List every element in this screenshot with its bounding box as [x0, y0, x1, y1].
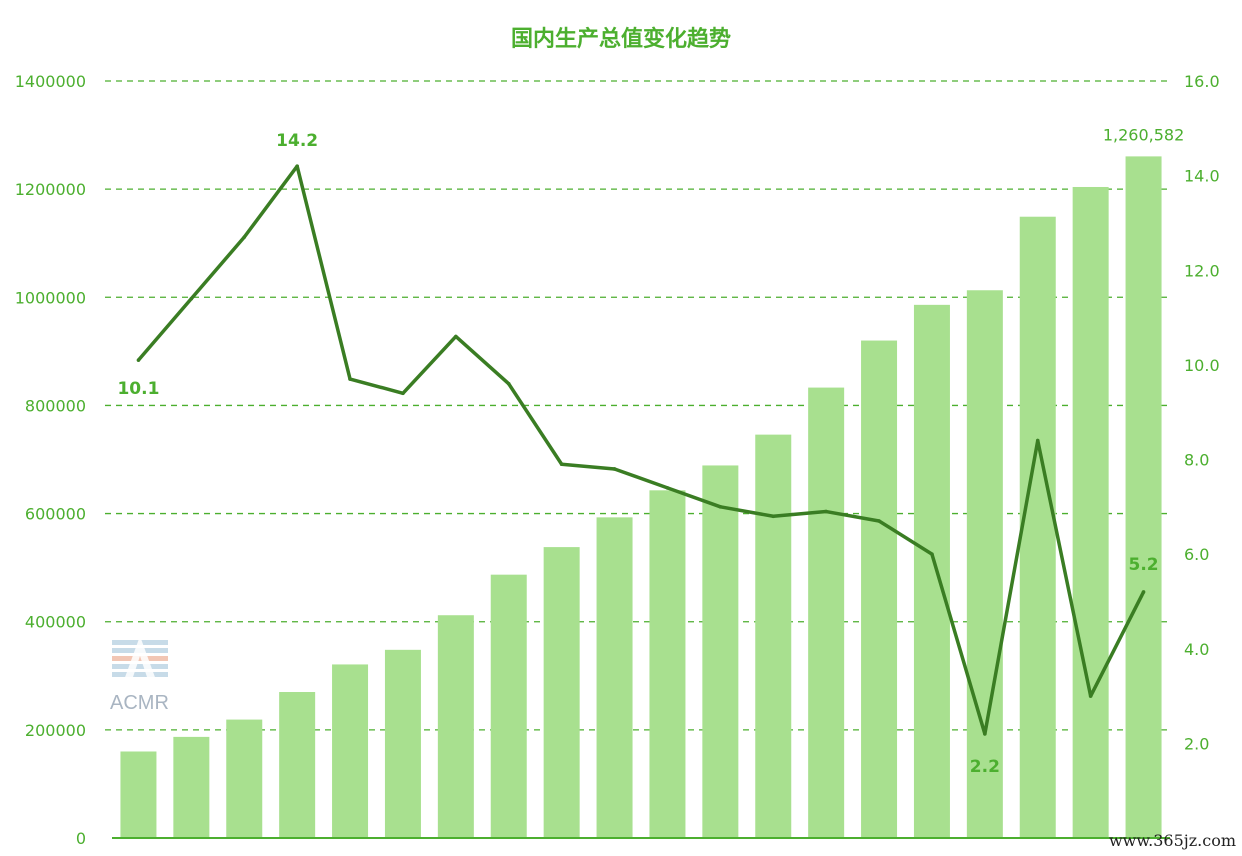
line-point	[242, 235, 247, 239]
data-label: 1,260,582	[1103, 125, 1184, 144]
right-tick-label: 10.0	[1184, 356, 1220, 375]
bar	[966, 290, 1003, 838]
data-label: 5.2	[1128, 555, 1158, 575]
watermark-text: ACMR	[110, 692, 169, 714]
bar	[649, 490, 686, 838]
bar	[1072, 186, 1109, 839]
right-tick-label: 8.0	[1184, 451, 1209, 470]
bar-series	[120, 156, 1162, 839]
right-tick-label: 2.0	[1184, 734, 1209, 753]
bar	[120, 751, 157, 838]
bar	[702, 465, 739, 838]
line-point	[454, 334, 458, 339]
line-point	[559, 462, 564, 467]
line-point	[189, 296, 194, 301]
line-point	[665, 486, 670, 490]
line-point	[771, 514, 776, 519]
grid-lines	[105, 80, 1170, 731]
left-axis-ticks: 0 200000 400000 600000 800000 1000000 1200000 1…	[15, 72, 86, 848]
acmr-watermark: ACMR	[110, 636, 169, 714]
line-point	[295, 164, 299, 168]
left-tick-label: 600000	[25, 505, 86, 524]
line-point	[506, 382, 511, 386]
line-point	[136, 358, 141, 362]
line-point	[1141, 590, 1146, 594]
bar	[755, 434, 792, 838]
left-tick-label: 1400000	[15, 72, 86, 91]
right-tick-label: 4.0	[1184, 640, 1209, 659]
bar	[543, 547, 580, 838]
line-point	[824, 509, 828, 514]
data-label: 10.1	[117, 379, 159, 399]
right-axis-ticks: 2.0 4.0 6.0 8.0 10.0 12.0 14.0 16.0	[1184, 72, 1220, 753]
left-tick-label: 0	[76, 829, 86, 848]
bar	[437, 615, 474, 838]
bar	[173, 736, 210, 838]
bar	[1125, 156, 1162, 838]
bar	[384, 649, 421, 838]
line-series	[136, 164, 1146, 736]
line-point	[612, 467, 617, 471]
right-tick-label: 12.0	[1184, 261, 1220, 280]
data-labels: 10.1 14.2 2.2 5.2 1,260,582	[117, 125, 1184, 777]
line-point	[1088, 694, 1093, 698]
bar	[332, 664, 369, 838]
left-tick-label: 200000	[25, 721, 86, 740]
bar	[1019, 216, 1056, 838]
line-point	[1035, 438, 1040, 443]
bar	[226, 719, 263, 838]
left-tick-label: 800000	[25, 396, 86, 415]
right-tick-label: 6.0	[1184, 545, 1209, 564]
line-point	[348, 377, 352, 381]
right-tick-label: 16.0	[1184, 72, 1220, 91]
bar	[279, 692, 316, 838]
data-label: 14.2	[276, 131, 318, 151]
bar	[808, 387, 845, 838]
bar	[596, 517, 633, 838]
left-tick-label: 400000	[25, 613, 86, 632]
chart-title: 国内生产总值变化趋势	[511, 26, 731, 52]
data-label: 2.2	[970, 757, 1000, 777]
bar	[861, 340, 898, 838]
left-tick-label: 1000000	[15, 288, 86, 307]
bar	[913, 304, 950, 838]
line-point	[401, 391, 405, 396]
bar	[490, 574, 527, 838]
line-point	[718, 505, 723, 509]
right-tick-label: 14.0	[1184, 167, 1220, 186]
left-tick-label: 1200000	[15, 180, 86, 199]
acmr-logo-icon	[112, 636, 168, 680]
line-point	[983, 732, 987, 736]
line-point	[877, 519, 881, 523]
site-mark: www.365jz.com	[1109, 831, 1236, 850]
growth-line	[137, 164, 1146, 736]
line-point	[930, 552, 934, 556]
